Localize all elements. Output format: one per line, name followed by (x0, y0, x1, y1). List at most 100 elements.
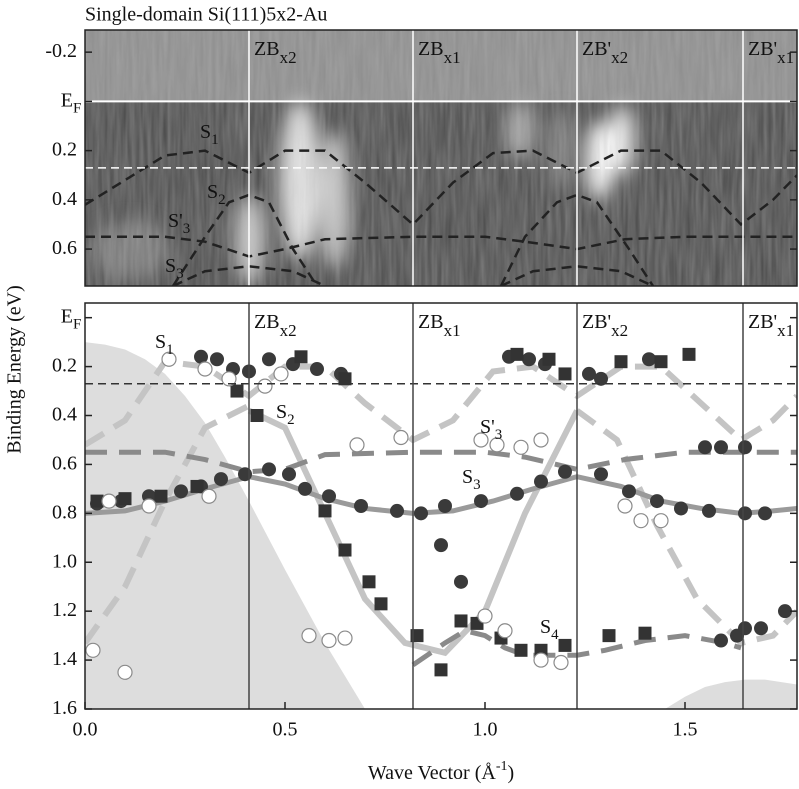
data-point (230, 384, 244, 398)
data-point (633, 513, 649, 529)
y-tick-label-text: 1.6 (52, 697, 77, 719)
zone-boundary-label: ZB'x1 (748, 311, 794, 341)
data-point (594, 371, 608, 386)
data-point (738, 440, 752, 455)
data-point (349, 437, 365, 453)
data-point (778, 604, 792, 619)
zone-boundary-label-sub: x1 (444, 321, 461, 340)
zone-boundary-label-sub: x1 (777, 321, 794, 340)
y-tick-label-text: -0.2 (45, 40, 77, 62)
bulk-area (665, 679, 797, 709)
band-label-sub: 2 (218, 192, 226, 208)
data-point (154, 489, 168, 503)
band-curve (247, 407, 580, 657)
y-tick-label: 0.2 (52, 354, 77, 376)
zone-boundary-label-text: ZB (418, 38, 444, 60)
band-label-sub: 3 (495, 427, 503, 443)
data-point (522, 352, 536, 367)
zone-boundary-label-text: ZB' (748, 38, 777, 60)
band-label-sub: 3 (473, 477, 481, 493)
data-point (698, 440, 712, 455)
y-tick-label-text: 0.6 (52, 237, 77, 259)
y-tick-label-text: E (61, 305, 73, 327)
data-point (161, 351, 177, 367)
band-label: S'3 (168, 210, 190, 238)
data-point (90, 494, 104, 508)
band-label-text: S (200, 121, 211, 143)
y-tick-label: EF (61, 89, 82, 117)
data-point (238, 467, 252, 482)
y-tick-label: 0.6 (52, 237, 77, 259)
y-tick-label: 1.0 (52, 550, 77, 572)
band-label: S3 (462, 466, 481, 494)
y-tick-label: 0.6 (52, 452, 77, 474)
data-point (642, 352, 656, 367)
band-label: S4 (540, 616, 559, 644)
data-point (318, 504, 332, 518)
data-point (390, 503, 404, 518)
band-curve (85, 449, 797, 475)
data-point (337, 630, 353, 646)
data-point (414, 506, 428, 521)
data-point (294, 350, 308, 364)
data-point (141, 498, 157, 514)
data-point (638, 626, 652, 640)
band-label-sub: 1 (166, 342, 174, 358)
zone-boundary-label-text: ZB' (748, 311, 777, 333)
data-point (262, 352, 276, 367)
zone-boundary-label-sub: x1 (777, 48, 794, 67)
band-label-sub: 3 (176, 266, 184, 282)
band-curve (85, 358, 797, 448)
zone-boundary-label-sub: x2 (611, 321, 628, 340)
band-curve (85, 235, 797, 258)
band-curve (171, 193, 655, 286)
data-point (310, 362, 324, 377)
data-point (301, 628, 317, 644)
band-label-sub: 2 (287, 412, 295, 428)
data-point (558, 638, 572, 652)
y-tick-label-sub: F (73, 101, 81, 117)
data-point (582, 366, 596, 381)
zone-boundary-label-text: ZB' (582, 38, 611, 60)
x-axis-label-sup: -1 (496, 759, 508, 774)
y-tick-label-text: 1.2 (52, 599, 77, 621)
band-label: S1 (155, 331, 174, 359)
y-tick-label-text: 0.8 (52, 501, 77, 523)
data-point (534, 474, 548, 489)
data-point (101, 493, 117, 509)
data-point (738, 506, 752, 521)
data-point (85, 642, 101, 658)
band-label-sub: 3 (183, 221, 191, 237)
y-tick-label: 0.4 (52, 403, 77, 425)
data-point (118, 492, 132, 506)
data-point (602, 629, 616, 643)
data-point (477, 608, 493, 624)
data-point (374, 597, 388, 611)
chart-title: Single-domain Si(111)5x2-Au (85, 4, 327, 26)
y-tick-label-text: 0.6 (52, 452, 77, 474)
zone-boundary-label-text: ZB (254, 38, 280, 60)
x-axis-label-tail: ) (507, 762, 514, 784)
data-point (674, 501, 688, 516)
data-point (201, 488, 217, 504)
zone-boundary-label: ZB'x2 (582, 38, 628, 68)
band-curve (85, 149, 797, 227)
data-point (338, 543, 352, 557)
zone-boundary-label-text: ZB (418, 311, 444, 333)
data-point (473, 432, 489, 448)
data-point (117, 664, 133, 680)
data-point (714, 633, 728, 648)
band-curve (85, 403, 797, 647)
data-point (338, 372, 352, 386)
zone-boundary-label: ZBx1 (418, 311, 461, 341)
zone-boundary-label-sub: x2 (611, 48, 628, 67)
data-point (702, 503, 716, 518)
data-point (622, 484, 636, 499)
data-point (321, 632, 337, 649)
band-label-text: S (165, 255, 176, 277)
x-tick-label: 0.5 (273, 719, 298, 741)
data-point (558, 464, 572, 479)
y-tick-label: 0.4 (52, 187, 77, 209)
data-point (758, 506, 772, 521)
data-point (221, 371, 237, 387)
